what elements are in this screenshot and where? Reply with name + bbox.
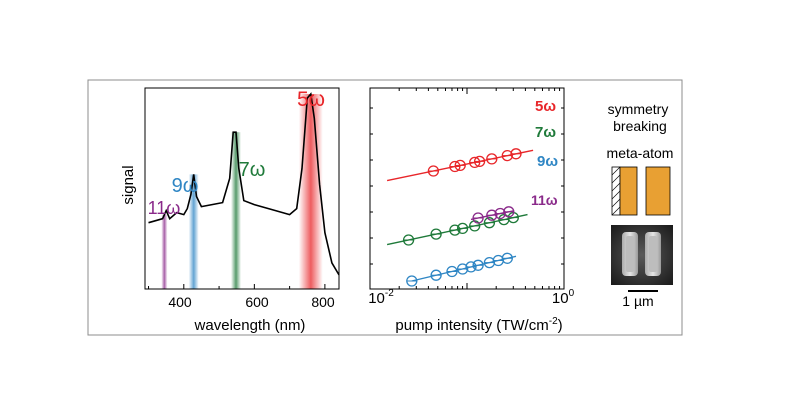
spectrum-xtick-label-600: 600: [245, 294, 269, 310]
meta-atom-schematic: [611, 166, 671, 216]
legend-11w: 11ω: [531, 192, 558, 208]
meta-atom-left-bar: [619, 166, 638, 216]
meta-atom-inset: symmetry breaking meta-atom: [607, 101, 674, 309]
legend-7w: 7ω: [535, 124, 556, 141]
scaling-xlabel: pump intensity (TW/cm-2): [395, 316, 562, 334]
inset-title-line2: breaking: [613, 118, 667, 134]
band-9ω: [188, 174, 199, 289]
legend-9w: 9ω: [537, 153, 558, 170]
meta-atom-right-bar: [645, 166, 671, 216]
band-5ω: [298, 94, 323, 289]
scaling-xtick-label-left: 10-2: [368, 288, 394, 307]
inset-title-line1: symmetry: [608, 101, 669, 117]
label-9w: 9ω: [172, 175, 199, 197]
spectrum-bands: [161, 94, 323, 289]
spectrum-axes-box: [144, 87, 340, 290]
scaling-ticks: [369, 88, 564, 289]
spectrum-curve: [148, 92, 340, 276]
label-11w: 11ω: [148, 198, 181, 218]
spectrum-panel: signal wavelength (nm) 400 600 800 11ω 9…: [120, 87, 340, 334]
scaling-panel: 10-2 100 pump intensity (TW/cm-2) 5ω 7ω …: [368, 87, 575, 334]
spectrum-xtick-label-400: 400: [168, 294, 192, 310]
scaling-axes-box: [369, 87, 565, 290]
spectrum-ylabel: signal: [120, 165, 137, 204]
spectrum-ticks: [148, 284, 326, 289]
scale-bar-label: 1 µm: [622, 293, 653, 309]
figure-frame: [87, 79, 683, 336]
inset-subtitle: meta-atom: [607, 145, 674, 161]
sem-image: [611, 225, 673, 285]
band-7ω: [231, 132, 241, 289]
spectrum-xtick-label-800: 800: [311, 294, 335, 310]
legend-5w: 5ω: [535, 98, 556, 115]
band-11ω: [161, 214, 168, 289]
scaling-xtick-label-right: 100: [552, 288, 575, 307]
label-5w: 5ω: [297, 88, 325, 111]
spectrum-xlabel: wavelength (nm): [194, 317, 306, 334]
label-7w: 7ω: [239, 159, 266, 181]
scaling-marks: [386, 148, 534, 287]
